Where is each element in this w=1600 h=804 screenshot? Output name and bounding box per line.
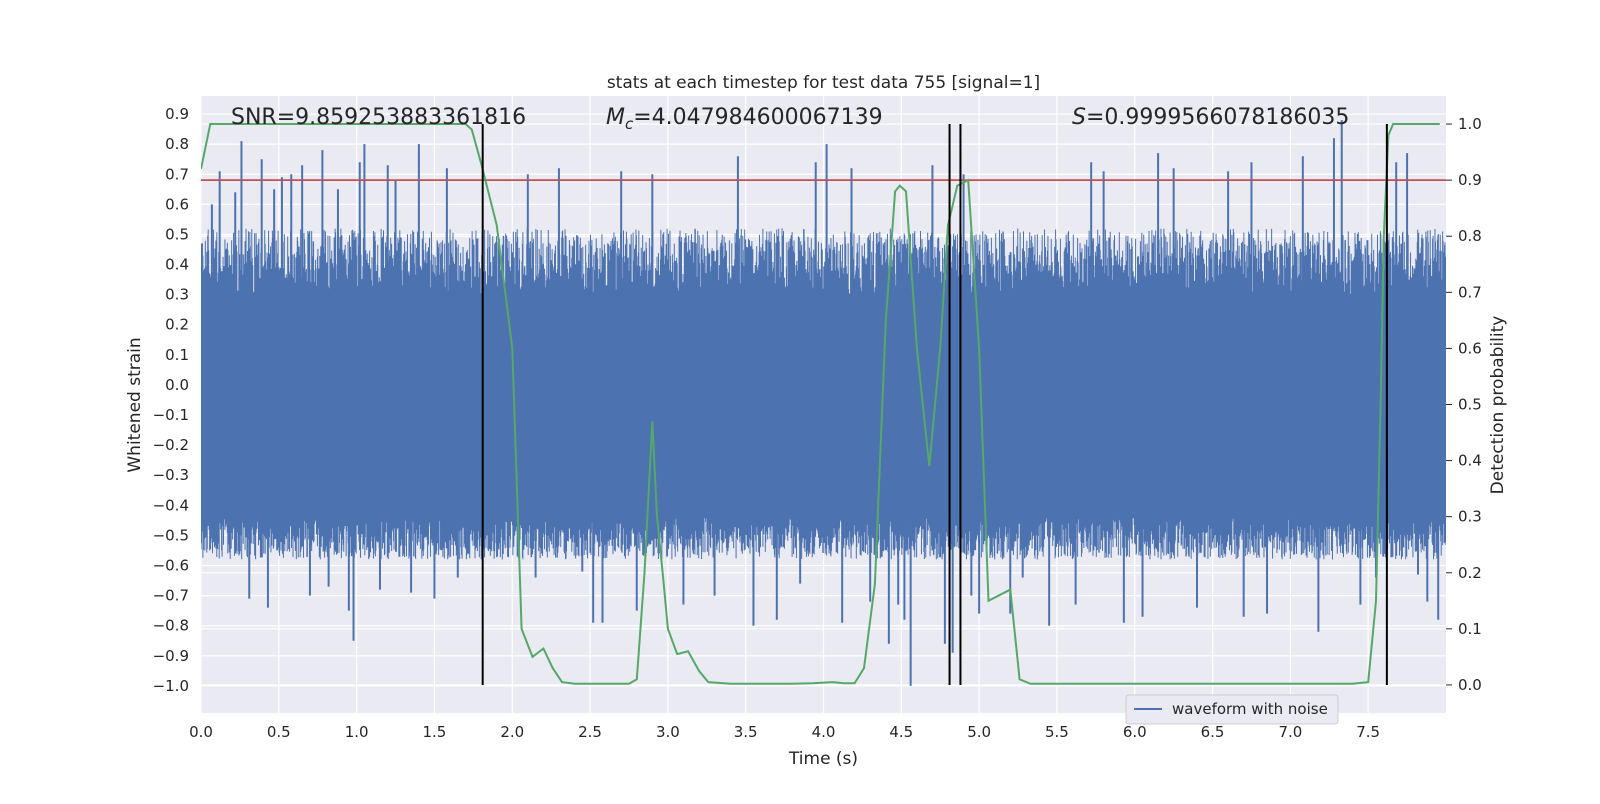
x-tick-label: 7.5 [1356,723,1380,741]
y-tick-label-left: 0.7 [165,165,189,183]
legend-label-waveform: waveform with noise [1172,700,1328,718]
x-tick-label: 2.0 [500,723,524,741]
y-tick-label-right: 0.5 [1458,396,1482,414]
y-tick-label-left: 0.1 [165,346,189,364]
s-value: =0.9999566078186035 [1086,105,1349,130]
s-symbol: S [1072,105,1086,130]
waveform-series [201,120,1446,686]
y-tick-label-left: −0.6 [153,557,189,575]
x-tick-label: 0.5 [267,723,291,741]
chirp-mass-symbol: M [606,105,625,130]
x-tick-label: 4.5 [889,723,913,741]
y-tick-label-right: 0.0 [1458,676,1482,694]
y-tick-label-left: 0.5 [165,225,189,243]
x-tick-label: 1.5 [423,723,447,741]
legend: waveform with noise [1125,694,1339,725]
y-tick-label-left: 0.9 [165,105,189,123]
y-tick-label-right: 0.7 [1458,283,1482,301]
x-axis-label: Time (s) [788,749,858,769]
y-axis-label-left: Whitened strain [125,337,145,472]
x-tick-label: 6.5 [1201,723,1225,741]
x-tick-label: 5.0 [967,723,991,741]
tick-labels: 0.0 0.5 1.0 1.5 2.0 2.5 3.0 3.5 4.0 4.5 5.0 5.5 6.0 6… [153,105,1482,741]
y-tick-label-left: −1.0 [153,677,189,695]
x-tick-label: 5.5 [1045,723,1069,741]
x-tick-label: 3.0 [656,723,680,741]
y-tick-label-left: −0.1 [153,406,189,424]
chirp-mass-subscript: c [625,115,634,133]
probability-series [201,123,1446,685]
y-tick-label-left: 0.8 [165,135,189,153]
x-tick-label: 0.0 [189,723,213,741]
s-annotation: S=0.9999566078186035 [1072,105,1349,130]
y-tick-label-right: 0.9 [1458,171,1482,189]
y-tick-label-right: 0.1 [1458,620,1482,638]
x-tick-label: 2.5 [578,723,602,741]
x-tick-label: 1.0 [345,723,369,741]
waveform-core-band [201,294,1446,518]
y-tick-label-left: 0.0 [165,376,189,394]
x-tick-label: 4.0 [812,723,836,741]
y-axis-label-right: Detection probability [1488,316,1508,495]
legend-box [1125,694,1339,725]
x-tick-label: 6.0 [1123,723,1147,741]
y-tick-label-right: 0.6 [1458,339,1482,357]
y-tick-label-left: 0.3 [165,286,189,304]
y-tick-label-left: 0.6 [165,195,189,213]
y-tick-label-right: 0.4 [1458,452,1482,470]
y-tick-label-left: −0.5 [153,526,189,544]
y-tick-label-left: −0.9 [153,647,189,665]
y-tick-label-right: 1.0 [1458,115,1482,133]
y-tick-label-right: 0.3 [1458,508,1482,526]
x-tick-label: 7.0 [1278,723,1302,741]
y-tick-label-left: 0.2 [165,316,189,334]
y-tick-label-left: −0.3 [153,466,189,484]
y-tick-label-left: −0.2 [153,436,189,454]
detection-probability-line [201,123,1440,685]
y-tick-label-left: −0.4 [153,496,189,514]
chirp-mass-annotation: Mc=4.047984600067139 [606,105,883,133]
vertical-markers [481,124,1388,685]
y-tick-label-right: 0.8 [1458,227,1482,245]
y-tick-label-left: −0.8 [153,617,189,635]
snr-annotation: SNR=9.859253883361816 [231,105,526,130]
x-tick-label: 3.5 [734,723,758,741]
chart-title: stats at each timestep for test data 755… [607,73,1040,93]
chirp-mass-value: =4.047984600067139 [633,105,882,130]
y-tick-label-right: 0.2 [1458,564,1482,582]
y-tick-label-left: 0.4 [165,256,189,274]
y-tick-label-left: −0.7 [153,587,189,605]
